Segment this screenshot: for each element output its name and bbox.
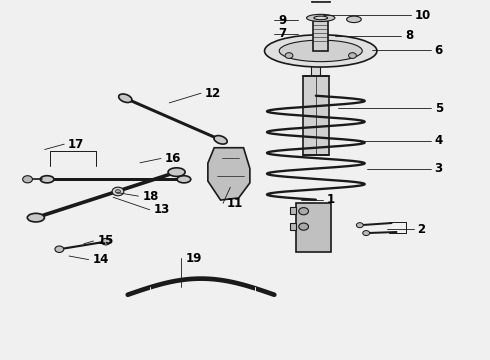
Circle shape xyxy=(356,223,363,228)
Text: 8: 8 xyxy=(405,29,414,42)
Bar xyxy=(312,0,330,3)
Ellipse shape xyxy=(314,16,328,20)
Circle shape xyxy=(317,39,325,44)
Text: 15: 15 xyxy=(98,234,114,247)
Text: 17: 17 xyxy=(68,138,84,150)
Circle shape xyxy=(101,238,110,245)
Text: 6: 6 xyxy=(435,44,443,57)
Ellipse shape xyxy=(265,35,377,67)
Text: 4: 4 xyxy=(435,134,443,147)
Text: 16: 16 xyxy=(165,152,181,165)
Bar xyxy=(296,203,331,252)
Text: 13: 13 xyxy=(154,203,170,216)
Text: 2: 2 xyxy=(417,223,426,236)
Bar xyxy=(312,51,320,76)
Text: 14: 14 xyxy=(93,253,109,266)
Ellipse shape xyxy=(279,40,362,62)
Text: 18: 18 xyxy=(143,190,159,203)
Bar xyxy=(314,17,328,51)
Circle shape xyxy=(285,53,293,58)
Text: 7: 7 xyxy=(278,27,286,40)
Ellipse shape xyxy=(214,136,227,144)
Bar xyxy=(290,207,296,214)
Text: 3: 3 xyxy=(435,162,442,175)
Circle shape xyxy=(23,176,32,183)
Ellipse shape xyxy=(119,94,132,103)
Text: 1: 1 xyxy=(327,193,335,206)
Circle shape xyxy=(116,190,121,193)
Text: 10: 10 xyxy=(415,9,431,22)
Bar xyxy=(303,76,329,155)
Text: 9: 9 xyxy=(278,14,287,27)
Bar xyxy=(290,223,296,230)
Circle shape xyxy=(55,246,64,252)
Circle shape xyxy=(348,53,356,58)
Circle shape xyxy=(112,187,124,196)
Text: 11: 11 xyxy=(227,197,243,210)
Ellipse shape xyxy=(168,168,185,176)
Ellipse shape xyxy=(346,16,361,23)
Text: 12: 12 xyxy=(205,87,221,100)
Ellipse shape xyxy=(177,176,191,183)
Polygon shape xyxy=(208,148,250,200)
Circle shape xyxy=(299,223,309,230)
Text: 19: 19 xyxy=(185,252,202,265)
Ellipse shape xyxy=(27,213,45,222)
Ellipse shape xyxy=(307,14,335,22)
Circle shape xyxy=(299,208,309,215)
Text: 5: 5 xyxy=(435,102,443,115)
Circle shape xyxy=(363,230,369,235)
Ellipse shape xyxy=(40,176,54,183)
